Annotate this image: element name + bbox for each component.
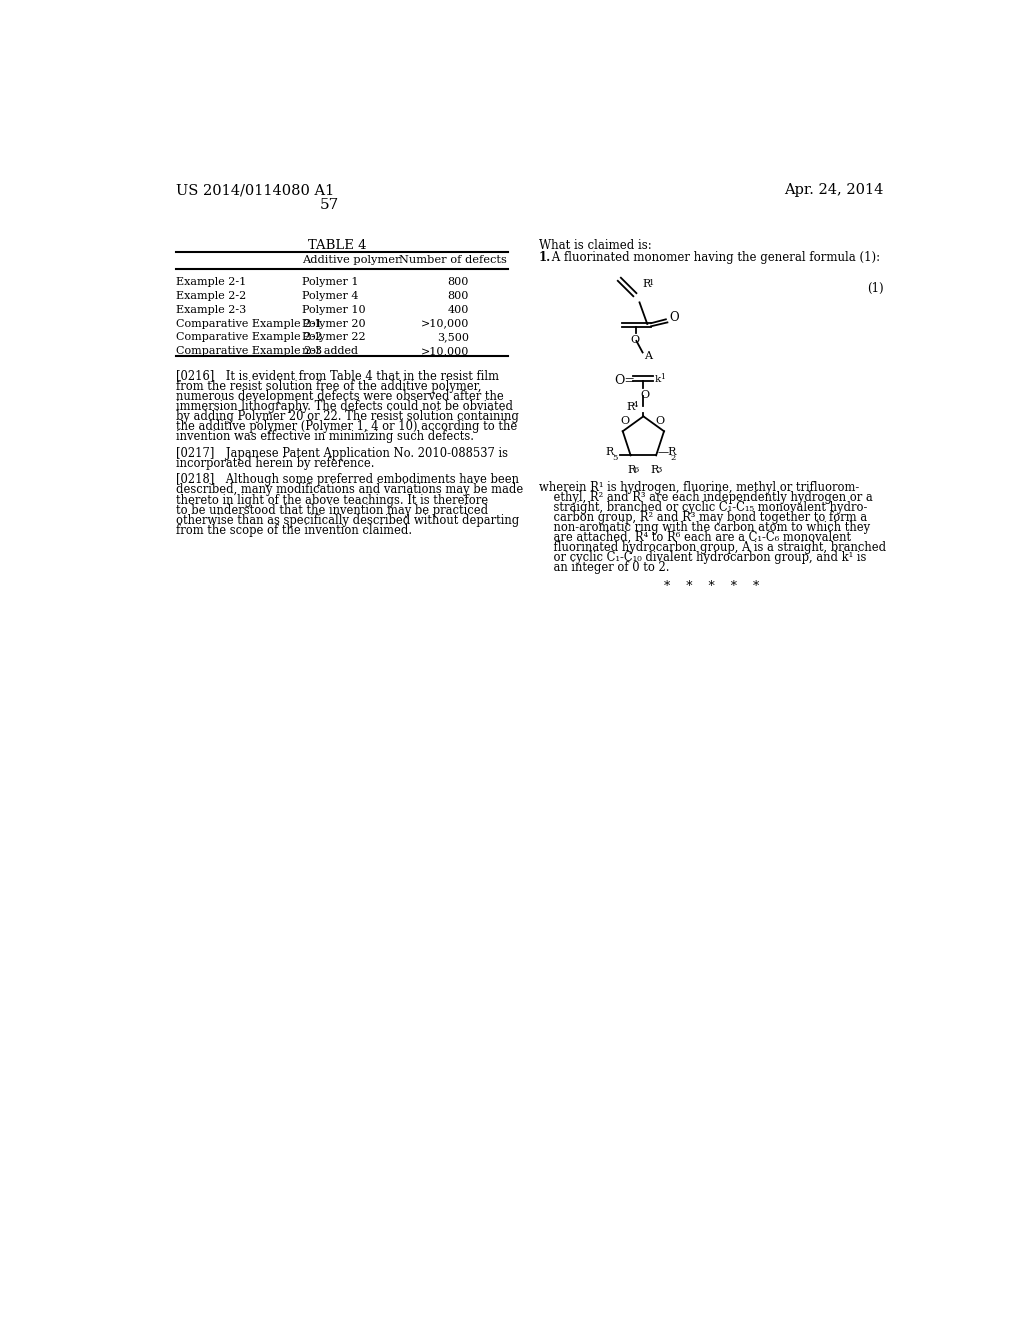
Text: from the resist solution free of the additive polymer,: from the resist solution free of the add… (176, 380, 481, 392)
Text: invention was effective in minimizing such defects.: invention was effective in minimizing su… (176, 430, 474, 444)
Text: or cyclic C₁-C₁₀ divalent hydrocarbon group, and k¹ is: or cyclic C₁-C₁₀ divalent hydrocarbon gr… (539, 552, 866, 564)
Text: Apr. 24, 2014: Apr. 24, 2014 (784, 183, 884, 197)
Text: k: k (654, 375, 660, 384)
Text: 2: 2 (670, 454, 676, 462)
Text: Comparative Example 2-2: Comparative Example 2-2 (176, 333, 323, 342)
Text: 6: 6 (634, 466, 639, 474)
Text: non-aromatic ring with the carbon atom to which they: non-aromatic ring with the carbon atom t… (539, 521, 869, 535)
Text: A: A (644, 351, 652, 360)
Text: Comparative Example 2-3: Comparative Example 2-3 (176, 346, 323, 356)
Text: are attached, R⁴ to R⁶ each are a C₁-C₆ monovalent: are attached, R⁴ to R⁶ each are a C₁-C₆ … (539, 531, 851, 544)
Text: A fluorinated monomer having the general formula (1):: A fluorinated monomer having the general… (548, 251, 881, 264)
Text: described, many modifications and variations may be made: described, many modifications and variat… (176, 483, 523, 496)
Text: R: R (627, 403, 635, 412)
Text: [0218] Although some preferred embodiments have been: [0218] Although some preferred embodimen… (176, 473, 519, 486)
Text: Number of defects: Number of defects (399, 256, 507, 265)
Text: the additive polymer (Polymer 1, 4 or 10) according to the: the additive polymer (Polymer 1, 4 or 10… (176, 420, 517, 433)
Text: Example 2-3: Example 2-3 (176, 305, 247, 314)
Text: O: O (621, 416, 630, 426)
Text: Polymer 1: Polymer 1 (302, 277, 358, 286)
Text: Example 2-2: Example 2-2 (176, 290, 247, 301)
Text: incorporated herein by reference.: incorporated herein by reference. (176, 457, 375, 470)
Text: 5: 5 (612, 454, 617, 462)
Text: O: O (630, 335, 639, 345)
Text: O: O (640, 391, 649, 400)
Text: R: R (650, 465, 658, 475)
Text: Polymer 20: Polymer 20 (302, 318, 366, 329)
Text: carbon group, R² and R³ may bond together to form a: carbon group, R² and R³ may bond togethe… (539, 511, 867, 524)
Text: fluorinated hydrocarbon group, A is a straight, branched: fluorinated hydrocarbon group, A is a st… (539, 541, 886, 554)
Text: 1: 1 (659, 374, 665, 381)
Text: O: O (669, 310, 679, 323)
Text: Additive polymer: Additive polymer (302, 256, 400, 265)
Text: otherwise than as specifically described without departing: otherwise than as specifically described… (176, 513, 519, 527)
Text: R: R (628, 465, 636, 475)
Text: 1: 1 (649, 279, 654, 286)
Text: [0216] It is evident from Table 4 that in the resist film: [0216] It is evident from Table 4 that i… (176, 370, 499, 383)
Text: wherein R¹ is hydrogen, fluorine, methyl or trifluorom-: wherein R¹ is hydrogen, fluorine, methyl… (539, 480, 859, 494)
Text: an integer of 0 to 2.: an integer of 0 to 2. (539, 561, 670, 574)
Text: 800: 800 (447, 277, 469, 286)
Text: [0217] Japanese Patent Application No. 2010-088537 is: [0217] Japanese Patent Application No. 2… (176, 446, 508, 459)
Text: What is claimed is:: What is claimed is: (539, 239, 651, 252)
Text: O=: O= (614, 374, 636, 387)
Text: R: R (606, 447, 614, 457)
Text: 4: 4 (633, 401, 638, 409)
Text: >10,000: >10,000 (421, 318, 469, 329)
Text: (1): (1) (867, 281, 884, 294)
Text: O: O (655, 416, 665, 426)
Text: to be understood that the invention may be practiced: to be understood that the invention may … (176, 504, 488, 516)
Text: Polymer 22: Polymer 22 (302, 333, 366, 342)
Text: Polymer 4: Polymer 4 (302, 290, 358, 301)
Text: 3,500: 3,500 (437, 333, 469, 342)
Text: 1.: 1. (539, 251, 551, 264)
Text: >10,000: >10,000 (421, 346, 469, 356)
Text: 800: 800 (447, 290, 469, 301)
Text: Polymer 10: Polymer 10 (302, 305, 366, 314)
Text: Example 2-1: Example 2-1 (176, 277, 247, 286)
Text: from the scope of the invention claimed.: from the scope of the invention claimed. (176, 524, 413, 537)
Text: R: R (643, 280, 651, 289)
Text: *    *    *    *    *: * * * * * (664, 581, 759, 594)
Text: —R: —R (657, 447, 677, 457)
Text: TABLE 4: TABLE 4 (308, 239, 367, 252)
Text: straight, branched or cyclic C₁-C₁₅ monovalent hydro-: straight, branched or cyclic C₁-C₁₅ mono… (539, 502, 867, 513)
Text: thereto in light of the above teachings. It is therefore: thereto in light of the above teachings.… (176, 494, 488, 507)
Text: 3: 3 (656, 466, 662, 474)
Text: 57: 57 (319, 198, 339, 213)
Text: by adding Polymer 20 or 22. The resist solution containing: by adding Polymer 20 or 22. The resist s… (176, 411, 519, 422)
Text: 400: 400 (447, 305, 469, 314)
Text: Comparative Example 2-1: Comparative Example 2-1 (176, 318, 323, 329)
Text: numerous development defects were observed after the: numerous development defects were observ… (176, 389, 504, 403)
Text: ethyl, R² and R³ are each independently hydrogen or a: ethyl, R² and R³ are each independently … (539, 491, 872, 504)
Text: immersion lithography. The defects could not be obviated: immersion lithography. The defects could… (176, 400, 513, 413)
Text: US 2014/0114080 A1: US 2014/0114080 A1 (176, 183, 334, 197)
Text: not added: not added (302, 346, 358, 356)
